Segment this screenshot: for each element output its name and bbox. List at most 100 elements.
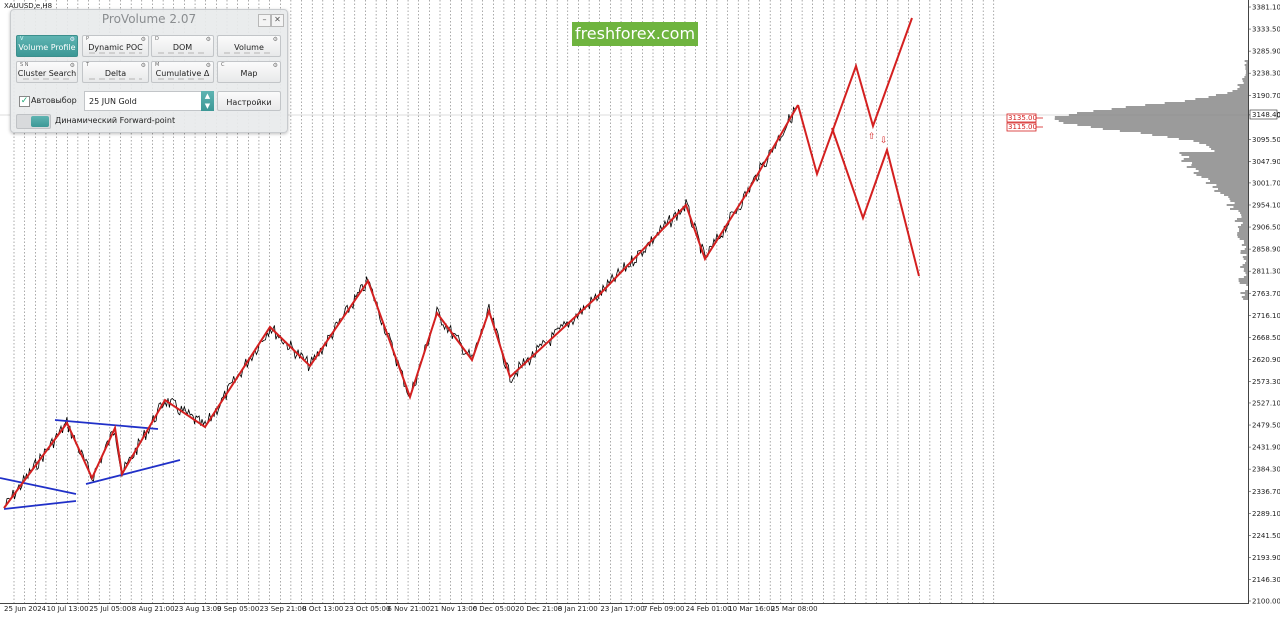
channel-lines [0,419,181,510]
price-tick-label: 2100.00 [1252,598,1280,606]
price-tick-label: 2763.70 [1252,290,1280,298]
settings-button[interactable]: Настройки [217,91,281,111]
volume-profile-button[interactable]: V ⚙ Volume Profile [16,35,78,57]
price-tick-label: 2954.10 [1252,201,1280,209]
map-button[interactable]: C ⚙ Map [217,61,281,83]
price-tick-label: 3381.10 [1252,4,1280,12]
gear-icon[interactable]: ⚙ [272,36,278,43]
price-tick-label: 3238.30 [1252,70,1280,78]
button-label: Volume [234,43,264,52]
price-tick-label: 3095.50 [1252,136,1280,144]
auto-select-label: Автовыбор [31,96,77,105]
gear-icon[interactable]: ⚙ [205,62,211,69]
button-label: Dynamic POC [88,43,143,52]
gear-icon[interactable]: ⚙ [140,36,146,43]
volume-button[interactable]: ⚙ Volume [217,35,281,57]
arrow-down-icon: ⇩ [880,136,888,146]
panel-title: ProVolume 2.07 [101,12,197,26]
time-tick-label: 25 Jul 05:00 [89,605,131,613]
price-tick-label: 3190.70 [1252,92,1280,100]
price-tick-label: 2858.90 [1252,246,1280,254]
delta-button[interactable]: T ⚙ Delta [82,61,149,83]
volume-profile [1054,60,1248,300]
price-tick-label: 2146.30 [1252,576,1280,584]
forecast-path-down [831,127,920,277]
dom-button[interactable]: D ⚙ DOM [151,35,214,57]
current-price-value: 3148.40 [1252,111,1280,119]
time-tick-label: 25 Mar 08:00 [771,605,818,613]
close-button[interactable]: ✕ [271,14,284,27]
button-label: DOM [172,43,193,52]
button-label: Cumulative Δ [155,69,210,78]
price-tick-label: 2431.90 [1252,444,1280,452]
cluster-search-button[interactable]: S N ⚙ Cluster Search [16,61,78,83]
price-tick-label: 2479.50 [1252,422,1280,430]
button-label: Cluster Search [17,69,77,78]
gear-icon[interactable]: ⚙ [272,62,278,69]
time-tick-label: 23 Jan 17:00 [600,605,644,613]
arrow-up-icon: ⇧ [868,132,876,142]
cumulative-delta-button[interactable]: M ⚙ Cumulative Δ [151,61,214,83]
button-label: Map [240,69,258,78]
brand-logo: freshforex.com [572,22,698,46]
symbol-label: XAUUSD,e,H8 [4,2,53,10]
gear-icon[interactable]: ⚙ [69,36,75,43]
level-label: 3135.00 [1008,114,1037,122]
price-tick-label: 2573.30 [1252,378,1280,386]
gear-icon[interactable]: ⚙ [69,62,75,69]
button-label: Настройки [226,98,272,107]
dynamic-poc-button[interactable]: P ⚙ Dynamic POC [82,35,149,57]
time-tick-label: 9 Sep 05:00 [217,605,259,613]
symbol-select[interactable]: 25 JUN Gold [84,91,214,111]
price-tick-label: 2668.50 [1252,334,1280,342]
price-axis: 3381.10 3333.50 3285.90 3238.30 3190.70 3148.… [1248,4,1280,606]
provolume-panel[interactable]: ProVolume 2.07 – ✕ V ⚙ Volume Profile P ⚙ … [10,9,288,133]
wave-zigzag [3,104,799,509]
time-tick-label: 7 Feb 09:00 [643,605,684,613]
price-tick-label: 2289.10 [1252,510,1280,518]
price-tick-label: 2241.50 [1252,532,1280,540]
time-tick-label: 23 Aug 13:00 [174,605,221,613]
price-tick-label: 2716.10 [1252,312,1280,320]
time-tick-label: 8 Aug 21:00 [132,605,175,613]
time-tick-label: 21 Nov 13:00 [430,605,477,613]
price-axis-line [1248,0,1249,604]
time-tick-label: 23 Oct 05:00 [345,605,391,613]
forecast-path-up [797,17,913,178]
minimize-button[interactable]: – [258,14,271,27]
price-tick-label: 2527.10 [1252,399,1280,407]
button-label: Delta [104,69,127,78]
vertical-gridlines [13,0,995,603]
price-tick-label: 2906.50 [1252,224,1280,232]
gear-icon[interactable]: ⚙ [140,62,146,69]
button-label: Volume Profile [18,43,76,52]
time-tick-label: 10 Jul 13:00 [47,605,89,613]
time-tick-label: 8 Oct 13:00 [302,605,343,613]
time-tick-label: 6 Dec 05:00 [473,605,516,613]
time-axis-line [0,603,1248,604]
price-tick-label: 3333.50 [1252,26,1280,34]
time-axis: 25 Jun 2024 10 Jul 13:00 25 Jul 05:00 8 Aug… [4,605,818,613]
forward-point-label: Динамический Forward-point [55,116,176,125]
gear-icon[interactable]: ⚙ [205,36,211,43]
time-tick-label: 25 Jun 2024 [4,605,47,613]
price-series [3,106,797,509]
price-tick-label: 2384.30 [1252,466,1280,474]
level-label: 3115.00 [1008,123,1037,131]
price-tick-label: 2811.30 [1252,268,1280,276]
price-tick-label: 2193.90 [1252,554,1280,562]
time-tick-label: 23 Sep 21:00 [260,605,307,613]
auto-select-checkbox[interactable]: ✓ [19,96,30,107]
time-tick-label: 8 Jan 21:00 [558,605,598,613]
time-tick-label: 20 Dec 21:00 [515,605,562,613]
price-tick-label: 2620.90 [1252,356,1280,364]
price-tick-label: 3285.90 [1252,48,1280,56]
price-tick-label: 2336.70 [1252,488,1280,496]
time-tick-label: 10 Mar 16:00 [728,605,775,613]
time-tick-label: 24 Feb 01:00 [686,605,732,613]
forward-point-toggle[interactable] [16,114,51,129]
chevron-updown-icon[interactable]: ▲ ▼ [201,91,214,111]
current-price-tag: 3148.40 [1249,109,1280,120]
